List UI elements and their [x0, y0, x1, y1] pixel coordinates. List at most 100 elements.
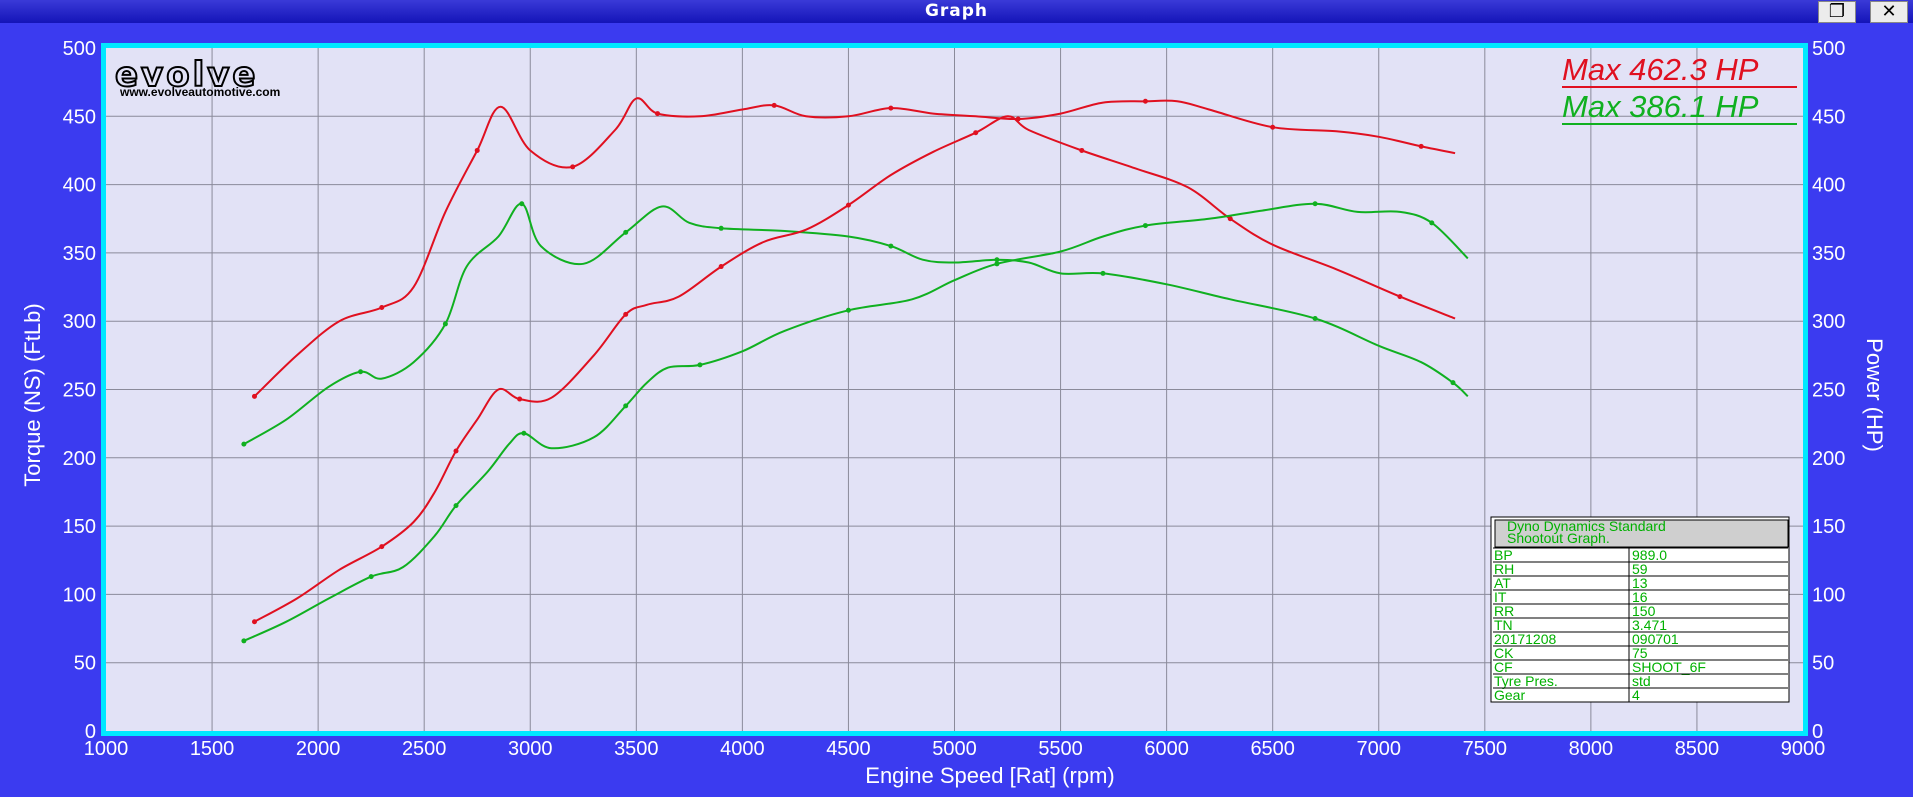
x-tick-label: 7000 [1357, 738, 1402, 760]
series-point-3 [1429, 220, 1435, 226]
dyno-chart: 1000 1500 2000 2500 3000 3500 4000 4500 5000 5500… [20, 38, 1887, 788]
y2-tick-label: 300 [1812, 311, 1845, 333]
series-point-2 [1079, 147, 1085, 153]
info-row-value: 75 [1632, 645, 1648, 661]
series-point-3 [623, 403, 629, 409]
info-row-key: BP [1494, 547, 1513, 563]
series-point-1 [718, 225, 724, 231]
series-point-3 [994, 261, 1000, 267]
info-row-key: CF [1494, 659, 1513, 675]
y-tick-label: 500 [63, 38, 96, 60]
series-point-3 [1312, 201, 1318, 207]
info-row-value: 16 [1632, 589, 1648, 605]
series-point-2 [973, 130, 979, 136]
dyno-info-table: Dyno Dynamics Standard Shootout Graph. B… [1490, 516, 1790, 703]
info-row-value: 3.471 [1632, 617, 1667, 633]
x-tick-label: 3000 [508, 738, 553, 760]
y-tick-label: 400 [63, 175, 96, 197]
x-axis-label: Engine Speed [Rat] (rpm) [865, 763, 1114, 788]
y-tick-label: 250 [63, 380, 96, 402]
series-point-2 [251, 619, 257, 625]
series-point-3 [697, 362, 703, 368]
series-point-1 [442, 321, 448, 327]
series-line-0 [253, 97, 1456, 398]
y2-axis-ticks: 0 50 100 150 200 250 300 350 400 450 500 [1812, 38, 1845, 743]
series-point-1 [1312, 315, 1318, 321]
x-tick-label: 6000 [1144, 738, 1189, 760]
info-row-key: 20171208 [1494, 631, 1557, 647]
info-row-value: SHOOT_6F [1632, 659, 1706, 675]
info-row-key: AT [1494, 575, 1511, 591]
restore-icon: ❐ [1828, 1, 1846, 22]
series-line-3 [243, 202, 1469, 642]
x-tick-label: 1500 [190, 738, 235, 760]
y2-tick-label: 0 [1812, 721, 1823, 743]
y-tick-label: 450 [63, 106, 96, 128]
window-titlebar: Graph ❐ ✕ [0, 0, 1913, 23]
max-hp-red-label: Max 462.3 HP [1562, 52, 1759, 87]
series-point-0 [251, 393, 257, 399]
series-point-0 [1142, 98, 1148, 104]
series-point-0 [655, 111, 661, 117]
logo-url: www.evolveautomotive.com [119, 85, 280, 99]
series-point-2 [453, 448, 459, 454]
series-point-2 [1227, 216, 1233, 222]
x-tick-label: 3500 [614, 738, 659, 760]
series-point-1 [1100, 270, 1106, 276]
y-tick-label: 0 [85, 721, 96, 743]
x-tick-label: 8500 [1675, 738, 1720, 760]
series-group [241, 97, 1469, 644]
info-row-value: 150 [1632, 603, 1656, 619]
info-row-key: RR [1494, 603, 1514, 619]
info-row-value: 4 [1632, 687, 1640, 703]
x-tick-label: 1000 [84, 738, 129, 760]
info-row-key: Tyre Pres. [1494, 673, 1558, 689]
series-point-2 [845, 202, 851, 208]
series-point-3 [368, 574, 374, 580]
y2-tick-label: 150 [1812, 516, 1845, 538]
y-tick-label: 100 [63, 584, 96, 606]
logo-wordmark: evolve [115, 55, 258, 95]
y2-axis-label: Power (HP) [1862, 338, 1887, 452]
series-point-0 [888, 105, 894, 111]
series-point-0 [1270, 124, 1276, 130]
window-title: Graph [924, 1, 989, 21]
series-point-3 [845, 307, 851, 313]
y2-tick-label: 250 [1812, 380, 1845, 402]
close-button[interactable]: ✕ [1870, 1, 1908, 23]
series-point-2 [379, 544, 385, 550]
series-point-1 [994, 257, 1000, 263]
x-tick-label: 8000 [1569, 738, 1614, 760]
x-tick-label: 4000 [720, 738, 765, 760]
series-point-0 [379, 305, 385, 311]
close-icon: ✕ [1881, 1, 1897, 22]
x-tick-label: 7500 [1463, 738, 1508, 760]
x-tick-label: 2500 [402, 738, 447, 760]
restore-button[interactable]: ❐ [1818, 1, 1856, 23]
series-point-2 [517, 396, 523, 402]
info-table-rows: BP 989.0 RH 59 AT 13 IT 16 RR 150 TN 3.471 20171208 0… [1493, 547, 1788, 703]
series-point-0 [570, 164, 576, 170]
y-tick-label: 150 [63, 516, 96, 538]
series-point-2 [1397, 294, 1403, 300]
y-tick-label: 200 [63, 448, 96, 470]
info-row-key: TN [1494, 617, 1513, 633]
series-point-1 [888, 243, 894, 249]
y-axis-label: Torque (NS) (FtLb) [20, 303, 45, 486]
y-tick-label: 350 [63, 243, 96, 265]
series-point-1 [519, 201, 525, 207]
y2-tick-label: 100 [1812, 584, 1845, 606]
series-point-1 [358, 369, 364, 375]
info-table-title-line1: Dyno Dynamics Standard [1507, 518, 1666, 534]
info-row-value: std [1632, 673, 1651, 689]
series-point-0 [474, 147, 480, 153]
series-point-2 [718, 264, 724, 270]
max-hp-green-label: Max 386.1 HP [1562, 89, 1759, 124]
y2-tick-label: 350 [1812, 243, 1845, 265]
info-row-value: 59 [1632, 561, 1648, 577]
x-tick-label: 5500 [1038, 738, 1083, 760]
y-tick-label: 50 [74, 653, 96, 675]
series-point-0 [1418, 143, 1424, 149]
info-row-value: 989.0 [1632, 547, 1667, 563]
series-point-1 [1450, 380, 1456, 386]
